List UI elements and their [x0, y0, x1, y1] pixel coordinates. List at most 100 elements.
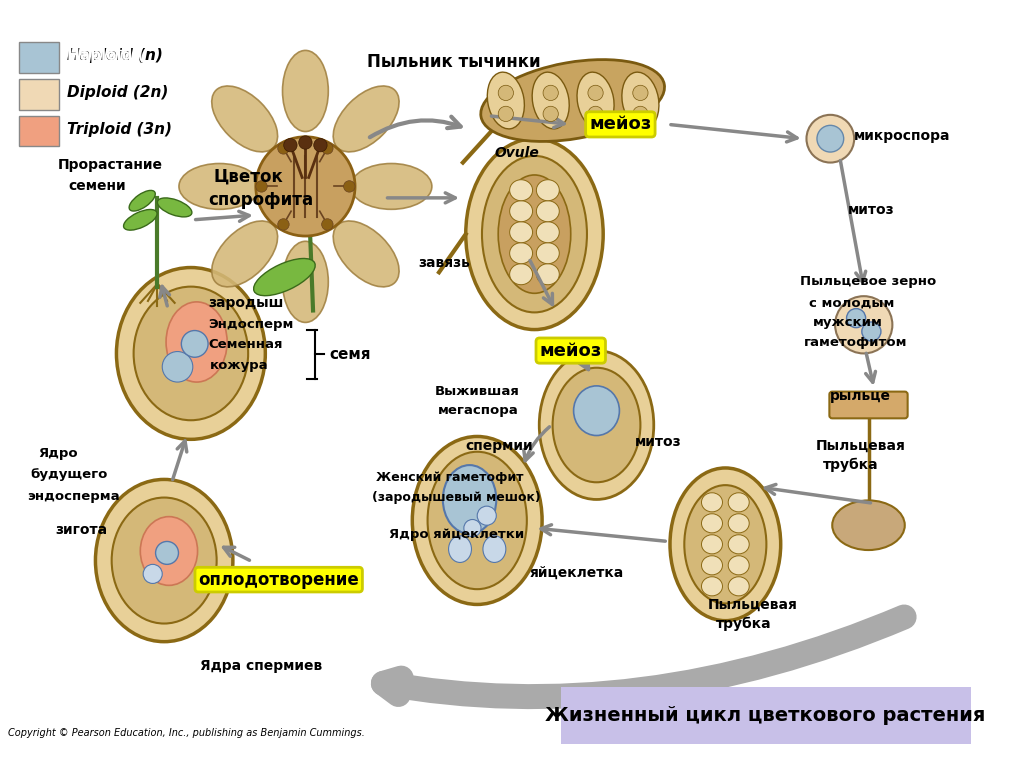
Text: Triploid (3n): Triploid (3n): [68, 121, 172, 137]
Text: Эндосперм: Эндосперм: [208, 318, 294, 331]
Ellipse shape: [499, 175, 570, 293]
Text: трубка: трубка: [716, 617, 771, 630]
Ellipse shape: [117, 268, 265, 439]
Text: Прорастание: Прорастание: [57, 159, 162, 173]
Ellipse shape: [553, 367, 640, 482]
Circle shape: [278, 143, 289, 154]
Circle shape: [499, 107, 513, 121]
Ellipse shape: [413, 436, 542, 604]
Ellipse shape: [817, 125, 844, 152]
Ellipse shape: [573, 386, 620, 436]
Ellipse shape: [179, 163, 260, 209]
Ellipse shape: [807, 115, 854, 163]
Ellipse shape: [482, 156, 587, 312]
Ellipse shape: [510, 179, 532, 201]
Text: митоз: митоз: [635, 435, 681, 449]
FancyBboxPatch shape: [18, 42, 58, 73]
Ellipse shape: [112, 498, 217, 624]
Ellipse shape: [537, 264, 559, 285]
Circle shape: [543, 85, 558, 100]
FancyBboxPatch shape: [18, 116, 58, 146]
FancyBboxPatch shape: [829, 392, 907, 418]
Ellipse shape: [133, 287, 248, 420]
Circle shape: [543, 107, 558, 121]
Text: семя: семя: [330, 347, 371, 362]
Ellipse shape: [510, 201, 532, 222]
Circle shape: [299, 136, 312, 150]
Circle shape: [278, 219, 289, 230]
Text: рыльце: рыльце: [830, 390, 891, 403]
Ellipse shape: [283, 242, 329, 322]
Ellipse shape: [283, 51, 329, 131]
Ellipse shape: [670, 468, 780, 621]
Ellipse shape: [510, 222, 532, 242]
Text: семени: семени: [69, 179, 126, 193]
Ellipse shape: [254, 258, 315, 296]
Ellipse shape: [728, 577, 750, 596]
Text: яйцеклетка: яйцеклетка: [529, 566, 624, 580]
Ellipse shape: [701, 556, 723, 574]
Ellipse shape: [701, 492, 723, 512]
Text: зигота: зигота: [55, 523, 108, 537]
Ellipse shape: [158, 198, 191, 217]
Ellipse shape: [540, 351, 653, 499]
Circle shape: [633, 107, 648, 121]
Ellipse shape: [95, 479, 232, 642]
Circle shape: [499, 85, 513, 100]
Text: Haploid (n): Haploid (n): [68, 48, 163, 64]
Circle shape: [344, 181, 355, 193]
Ellipse shape: [532, 72, 569, 129]
Text: спорофита: спорофита: [208, 191, 313, 209]
Ellipse shape: [480, 60, 665, 141]
Text: Diploid (2n): Diploid (2n): [68, 85, 169, 100]
Ellipse shape: [129, 190, 156, 211]
Text: мужским: мужским: [813, 317, 883, 329]
Ellipse shape: [140, 517, 198, 585]
Text: Ядро яйцеклетки: Ядро яйцеклетки: [389, 528, 524, 542]
Text: Пыльцевое зерно: Пыльцевое зерно: [800, 275, 936, 288]
Text: Пыльник тычинки: Пыльник тычинки: [367, 54, 540, 71]
Ellipse shape: [333, 221, 399, 287]
Ellipse shape: [487, 72, 524, 129]
Ellipse shape: [166, 302, 227, 382]
Ellipse shape: [162, 351, 193, 382]
Ellipse shape: [862, 322, 881, 341]
Text: Пыльцевая: Пыльцевая: [816, 439, 906, 453]
Ellipse shape: [701, 535, 723, 554]
Circle shape: [633, 85, 648, 100]
FancyBboxPatch shape: [18, 79, 58, 110]
Ellipse shape: [728, 535, 750, 554]
Ellipse shape: [442, 465, 497, 534]
Ellipse shape: [847, 308, 865, 328]
Circle shape: [256, 137, 355, 236]
Circle shape: [588, 107, 603, 121]
Ellipse shape: [212, 86, 278, 152]
Circle shape: [284, 139, 297, 152]
Text: Ядра спермиев: Ядра спермиев: [201, 659, 323, 673]
Ellipse shape: [333, 86, 399, 152]
Text: мейоз: мейоз: [589, 115, 651, 133]
Ellipse shape: [510, 242, 532, 264]
Text: спермии: спермии: [466, 439, 534, 453]
Circle shape: [313, 139, 327, 152]
Text: зародыш: зародыш: [208, 296, 284, 310]
Ellipse shape: [537, 222, 559, 242]
Ellipse shape: [351, 163, 432, 209]
Text: трубка: трубка: [822, 458, 879, 472]
Circle shape: [256, 181, 267, 193]
FancyBboxPatch shape: [561, 687, 971, 744]
Ellipse shape: [701, 514, 723, 533]
Text: (зародышевый мешок): (зародышевый мешок): [372, 491, 541, 504]
Text: мегаспора: мегаспора: [438, 404, 519, 417]
Ellipse shape: [577, 72, 614, 129]
Ellipse shape: [212, 221, 278, 287]
Circle shape: [322, 219, 333, 230]
Ellipse shape: [449, 535, 471, 562]
Text: Ядро: Ядро: [38, 447, 78, 460]
Text: кожура: кожура: [210, 360, 268, 372]
Ellipse shape: [428, 452, 526, 589]
Ellipse shape: [684, 486, 766, 604]
Text: микроспора: микроспора: [854, 129, 950, 143]
Ellipse shape: [143, 565, 162, 584]
Ellipse shape: [124, 209, 157, 230]
